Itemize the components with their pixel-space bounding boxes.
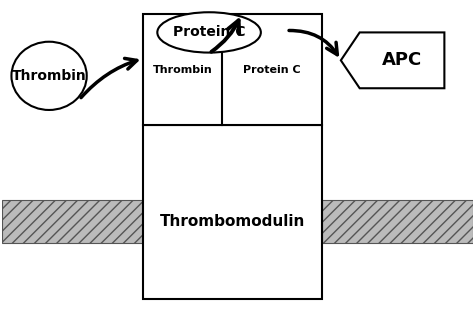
Text: APC: APC (382, 51, 422, 69)
Text: Thrombin: Thrombin (153, 65, 212, 74)
Text: Thrombin: Thrombin (12, 69, 86, 83)
Text: Thrombomodulin: Thrombomodulin (160, 213, 305, 228)
Text: Protein C: Protein C (243, 65, 301, 74)
Text: Protein C: Protein C (173, 25, 246, 39)
Bar (2, 200, 143, 244)
Ellipse shape (157, 12, 261, 53)
Bar (143, 14, 322, 126)
Bar (322, 200, 473, 244)
Bar (143, 126, 322, 299)
Polygon shape (341, 33, 445, 88)
Ellipse shape (11, 42, 87, 110)
